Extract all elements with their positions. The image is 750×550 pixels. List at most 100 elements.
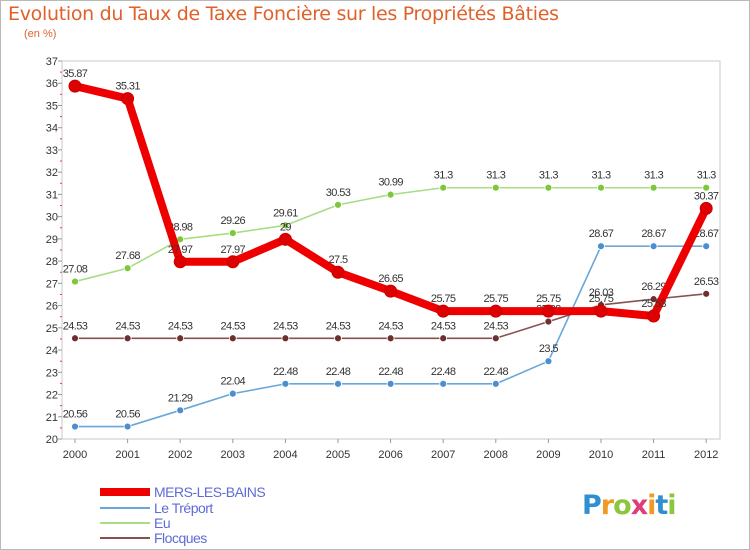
data-label-eu: 31.3 [644, 170, 663, 182]
data-point-flocques [386, 334, 395, 343]
legend-label-flocques: Flocques [154, 529, 207, 546]
y-tick-label: 26 [46, 301, 58, 313]
data-label-flocques: 24.53 [168, 320, 193, 332]
data-point-eu [439, 183, 448, 192]
data-label-eu: 27.68 [115, 250, 140, 262]
logo-letter: i [647, 490, 656, 521]
y-tick-label: 27 [46, 278, 58, 290]
data-label-eu: 29.61 [273, 207, 298, 219]
data-point-mers-les-bains [226, 255, 240, 269]
proxiti-logo: Proxiti [582, 490, 677, 521]
y-tick-label: 30 [46, 212, 58, 224]
data-point-le-tr-port [123, 422, 132, 431]
data-label-le-tr-port: 22.48 [378, 366, 403, 378]
data-label-le-tr-port: 28.67 [641, 228, 666, 240]
data-label-flocques: 24.53 [326, 320, 351, 332]
y-tick-label: 34 [46, 123, 58, 135]
x-tick-label: 2010 [589, 449, 613, 461]
data-point-mers-les-bains [278, 232, 292, 246]
logo-letter: o [613, 490, 632, 521]
data-label-mers-les-bains: 26.65 [378, 273, 403, 285]
data-point-eu [281, 221, 290, 230]
logo-letter: P [582, 490, 602, 521]
data-point-le-tr-port [334, 379, 342, 388]
data-point-eu [386, 190, 395, 199]
data-point-eu [544, 183, 553, 192]
data-label-mers-les-bains: 25.75 [431, 293, 456, 305]
data-label-mers-les-bains: 29 [280, 221, 292, 233]
data-point-eu [71, 277, 79, 286]
data-label-mers-les-bains: 25.75 [484, 293, 509, 305]
data-point-flocques [281, 334, 290, 343]
data-label-mers-les-bains: 25.75 [589, 293, 614, 305]
data-label-eu: 27.08 [63, 264, 88, 276]
data-label-eu: 28.98 [168, 221, 193, 233]
chart-title: Evolution du Taux de Taxe Foncière sur l… [8, 3, 559, 25]
data-point-eu [228, 229, 237, 238]
legend-item-treport: Le Tréport [100, 500, 213, 516]
data-label-mers-les-bains: 25.75 [536, 293, 561, 305]
legend-label-eu: Eu [154, 514, 171, 531]
y-tick-label: 20 [46, 434, 58, 446]
y-tick-label: 23 [46, 367, 58, 379]
y-tick-label: 32 [46, 167, 58, 179]
data-label-le-tr-port: 22.48 [484, 366, 509, 378]
data-label-mers-les-bains: 30.37 [694, 190, 719, 202]
data-label-le-tr-port: 20.56 [63, 409, 88, 421]
data-point-eu [649, 183, 658, 192]
data-point-le-tr-port [386, 379, 395, 388]
y-tick-label: 28 [46, 256, 58, 268]
data-label-mers-les-bains: 35.31 [115, 81, 140, 93]
y-tick-label: 33 [46, 145, 58, 157]
logo-letter: r [600, 490, 614, 521]
data-point-mers-les-bains [331, 265, 345, 279]
data-point-flocques [176, 334, 185, 343]
x-tick-label: 2004 [273, 449, 297, 461]
data-point-mers-les-bains [647, 309, 661, 323]
x-tick-label: 2006 [378, 449, 402, 461]
legend-swatch-eu [100, 521, 150, 524]
data-label-le-tr-port: 20.56 [115, 409, 140, 421]
y-tick-label: 22 [46, 390, 58, 402]
data-label-flocques: 24.53 [378, 320, 403, 332]
data-point-eu [334, 200, 342, 209]
data-point-le-tr-port [649, 242, 658, 251]
data-point-mers-les-bains [436, 304, 450, 318]
y-tick-label: 29 [46, 234, 58, 246]
data-point-flocques [228, 334, 237, 343]
data-label-le-tr-port: 21.29 [168, 392, 193, 404]
data-point-le-tr-port [228, 389, 237, 398]
y-tick-label: 25 [46, 323, 58, 335]
data-point-mers-les-bains [541, 304, 555, 318]
x-tick-label: 2012 [694, 449, 718, 461]
y-tick-label: 37 [46, 56, 58, 68]
data-label-mers-les-bains: 27.97 [221, 244, 246, 256]
data-label-eu: 31.3 [486, 170, 505, 182]
data-point-flocques [491, 334, 500, 343]
data-point-mers-les-bains [384, 284, 398, 298]
x-tick-label: 2000 [63, 449, 87, 461]
data-label-flocques: 24.53 [63, 320, 88, 332]
data-label-eu: 31.3 [539, 170, 558, 182]
data-label-le-tr-port: 22.48 [431, 366, 456, 378]
data-point-mers-les-bains [699, 201, 713, 215]
data-point-eu [123, 264, 132, 273]
data-point-eu [491, 183, 500, 192]
data-point-mers-les-bains [68, 79, 82, 93]
y-tick-label: 24 [46, 345, 58, 357]
data-label-flocques: 24.53 [221, 320, 246, 332]
legend-swatch-flocques [100, 536, 150, 539]
data-label-eu: 31.3 [697, 170, 716, 182]
x-tick-label: 2002 [168, 449, 192, 461]
data-label-mers-les-bains: 35.87 [63, 68, 88, 80]
legend-item-flocques: Flocques [100, 529, 207, 546]
x-tick-label: 2005 [326, 449, 350, 461]
data-label-flocques: 26.53 [694, 276, 719, 288]
data-point-le-tr-port [281, 379, 290, 388]
unit-label: (en %) [24, 28, 57, 40]
y-tick-label: 31 [46, 189, 58, 201]
data-point-mers-les-bains [489, 304, 503, 318]
data-point-mers-les-bains [594, 304, 608, 318]
